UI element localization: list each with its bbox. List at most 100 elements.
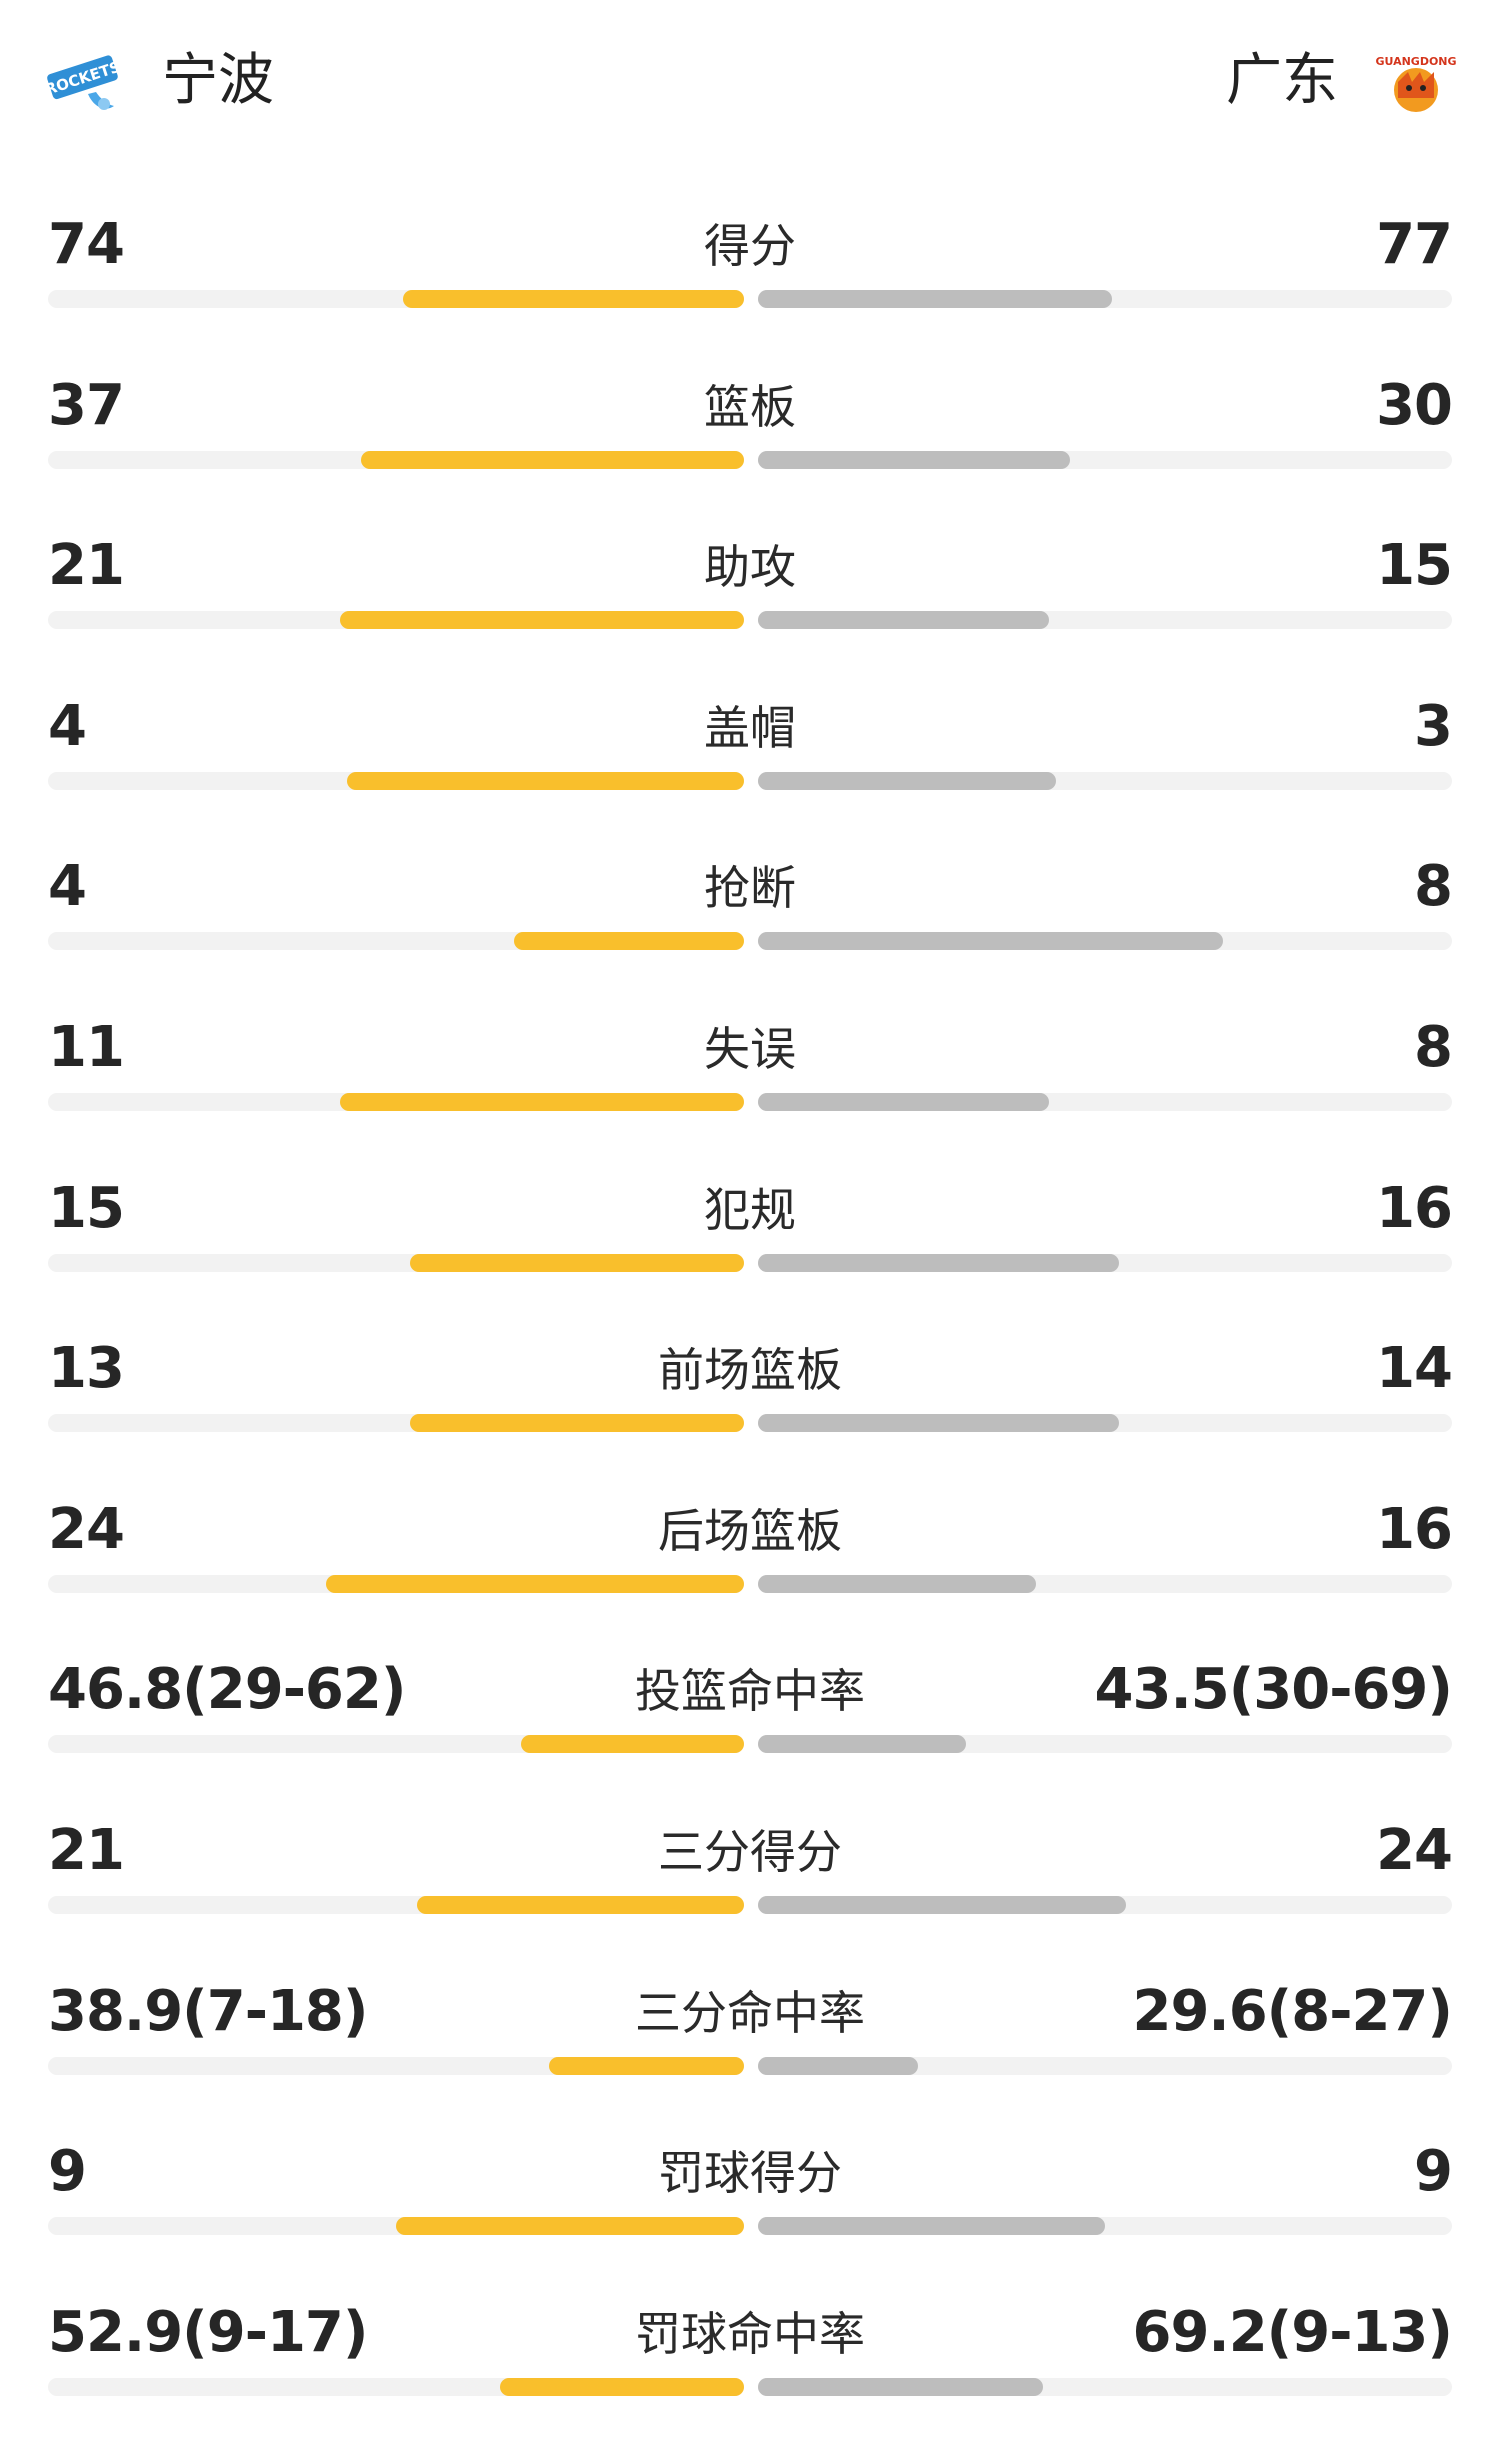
home-stat-value: 4 [48,854,87,920]
away-bar-track [758,2217,1452,2236]
home-stat-value: 13 [48,1336,125,1402]
away-stat-value: 77 [1376,212,1453,277]
stat-label: 罚球得分 [658,2146,842,2201]
svg-text:GUANGDONG: GUANGDONG [1376,55,1456,68]
away-stat-value: 9 [1414,2139,1453,2205]
stat-label: 盖帽 [704,700,796,755]
stat-label: 罚球命中率 [635,2306,865,2361]
away-team-name: 广东 [1226,48,1338,113]
home-bar-track [48,1574,744,1593]
away-stat-bar [758,771,1057,790]
home-bar-track [48,771,744,790]
stat-row: 4 盖帽 3 [0,672,1500,832]
stat-label: 三分得分 [658,1825,842,1879]
away-stat-bar [758,450,1071,469]
stat-label: 后场篮板 [658,1503,842,1558]
away-stat-value: 69.2(9-13) [1132,2299,1453,2365]
stat-label: 三分命中率 [635,1985,865,2040]
home-stat-bar [402,290,744,308]
away-stat-bar [758,290,1112,308]
home-bar-track [48,2377,744,2396]
stat-row: 21 三分得分 24 [0,1796,1500,1956]
away-bar-track [758,290,1452,308]
away-stat-bar [758,611,1050,630]
home-bar-track [48,611,744,630]
home-bar-track [48,450,744,469]
stat-label: 投篮命中率 [635,1664,865,1719]
stat-label: 失误 [704,1022,796,1076]
stat-label: 助攻 [704,540,796,595]
away-stat-value: 8 [1414,854,1453,920]
home-bar-track [48,290,744,308]
away-bar-track [758,932,1452,951]
away-stat-bar [758,1414,1119,1433]
home-stat-bar [326,1574,744,1593]
home-bar-track [48,1093,744,1111]
away-team-logo-icon[interactable]: GUANGDONG [1375,42,1457,122]
away-stat-bar [758,2217,1105,2236]
home-stat-value: 52.9(9-17) [48,2299,368,2365]
home-stat-bar [409,1414,744,1433]
away-stat-bar [758,1253,1119,1272]
home-stat-value: 74 [48,212,125,277]
home-stat-value: 21 [48,533,125,599]
home-stat-bar [500,2377,744,2396]
home-bar-track [48,932,744,951]
stat-row: 74 得分 77 [0,190,1500,350]
stat-row: 15 犯规 16 [0,1154,1500,1314]
home-stat-value: 4 [48,693,87,759]
home-stat-bar [416,1896,744,1914]
away-stat-value: 24 [1376,1818,1453,1883]
home-stat-value: 46.8(29-62) [48,1657,406,1723]
stat-row: 24 后场篮板 16 [0,1475,1500,1635]
home-stat-value: 38.9(7-18) [48,1978,368,2044]
home-bar-track [48,1735,744,1754]
away-bar-track [758,2377,1452,2396]
away-stat-bar [758,2056,918,2075]
home-stat-bar [347,771,744,790]
away-stat-bar [758,1735,967,1754]
away-stat-value: 8 [1414,1015,1453,1080]
stat-row: 38.9(7-18) 三分命中率 29.6(8-27) [0,1957,1500,2117]
stat-label: 抢断 [704,861,796,916]
stat-row: 9 罚球得分 9 [0,2117,1500,2277]
away-bar-track [758,1896,1452,1914]
away-bar-track [758,1093,1452,1111]
home-stat-bar [340,1093,744,1111]
stat-label: 犯规 [704,1182,796,1237]
home-bar-track [48,2056,744,2075]
away-stat-value: 16 [1376,1175,1453,1241]
home-team-name: 宁波 [162,48,274,113]
home-stat-bar [409,1253,744,1272]
stat-row: 37 篮板 30 [0,351,1500,511]
away-stat-value: 16 [1376,1496,1453,1562]
away-bar-track [758,1574,1452,1593]
away-bar-track [758,2056,1452,2075]
stat-label: 篮板 [704,379,796,434]
team-header: ROCKETS 宁波 广东 GUANGDONG [0,0,1500,160]
away-bar-track [758,1414,1452,1433]
home-stat-value: 21 [48,1818,125,1883]
stat-label: 得分 [704,219,796,273]
away-stat-value: 43.5(30-69) [1094,1657,1453,1723]
home-team-logo-icon[interactable]: ROCKETS [43,42,124,122]
away-bar-track [758,611,1452,630]
away-stat-bar [758,1093,1050,1111]
home-stat-bar [361,450,744,469]
stat-row: 13 前场篮板 14 [0,1314,1500,1474]
away-stat-bar [758,932,1223,951]
stat-row: 4 抢断 8 [0,832,1500,992]
home-stat-bar [340,611,744,630]
home-stat-value: 9 [48,2139,87,2205]
stat-row: 52.9(9-17) 罚球命中率 69.2(9-13) [0,2278,1500,2438]
away-bar-track [758,450,1452,469]
home-stat-bar [396,2217,744,2236]
home-stat-bar [549,2056,744,2075]
away-bar-track [758,1253,1452,1272]
stat-label: 前场篮板 [658,1343,842,1398]
home-stat-value: 15 [48,1175,125,1241]
home-bar-track [48,1414,744,1433]
home-stat-value: 37 [48,372,125,438]
away-stat-bar [758,2377,1043,2396]
away-bar-track [758,1735,1452,1754]
